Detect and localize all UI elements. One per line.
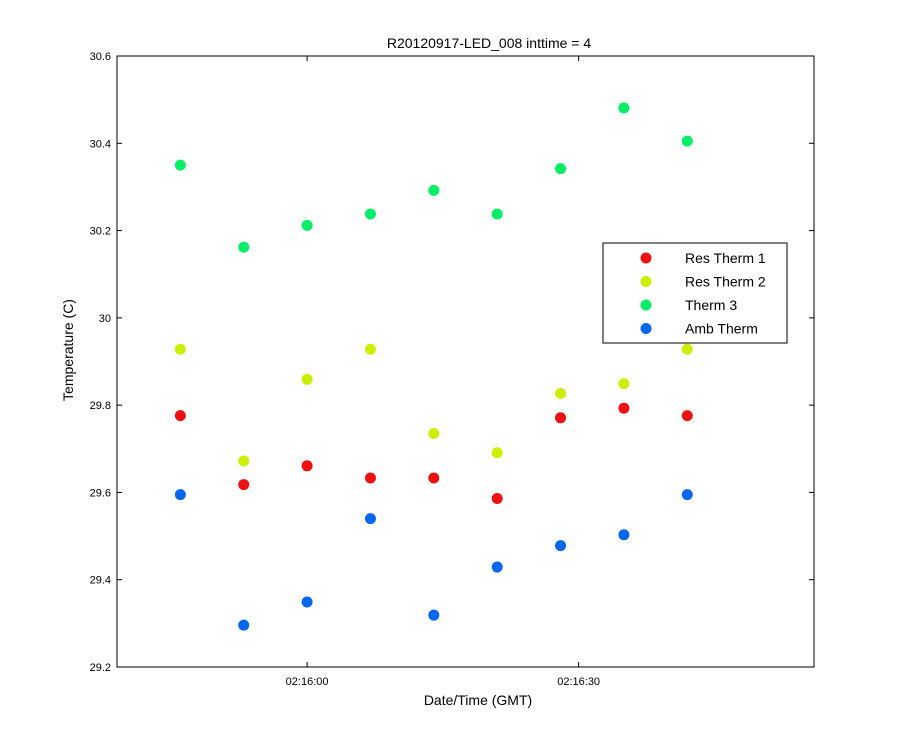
point-res-therm-1 — [364, 472, 376, 484]
y-tick-label: 30.6 — [90, 51, 111, 63]
point-amb-therm — [681, 489, 693, 501]
point-res-therm-1 — [174, 410, 186, 422]
point-res-therm-1 — [301, 460, 313, 472]
y-tick-label: 30.2 — [90, 226, 111, 238]
point-amb-therm — [555, 540, 567, 552]
legend-box — [602, 242, 788, 344]
x-axis-label: Date/Time (GMT) — [424, 692, 532, 708]
point-res-therm-2 — [428, 428, 440, 440]
point-res-therm-1 — [555, 412, 567, 424]
point-therm-3 — [681, 135, 693, 147]
point-res-therm-1 — [238, 479, 250, 491]
point-therm-3 — [618, 102, 630, 114]
point-amb-therm — [491, 561, 503, 573]
y-axis: 29.2 29.4 29.6 29.8 30 30.2 30.4 30.6 — [90, 51, 814, 674]
point-therm-3 — [364, 208, 376, 220]
point-res-therm-1 — [681, 410, 693, 422]
data-points — [174, 102, 693, 631]
legend-marker-amb-therm — [640, 323, 652, 334]
point-res-therm-2 — [364, 343, 376, 355]
y-axis-label: Temperature (C) — [60, 299, 76, 401]
point-res-therm-1 — [491, 493, 503, 505]
point-res-therm-2 — [238, 455, 250, 467]
point-res-therm-2 — [174, 343, 186, 355]
point-amb-therm — [364, 513, 376, 525]
point-amb-therm — [174, 489, 186, 501]
point-res-therm-2 — [491, 447, 503, 459]
point-res-therm-2 — [301, 373, 313, 385]
y-tick-label: 29.6 — [90, 487, 111, 499]
x-tick-label: 02:16:00 — [286, 676, 329, 688]
legend-marker-therm-3 — [640, 299, 652, 311]
point-res-therm-1 — [428, 472, 440, 484]
point-therm-3 — [428, 184, 440, 196]
point-res-therm-2 — [555, 387, 567, 399]
plot-area — [116, 55, 815, 668]
point-amb-therm — [428, 609, 440, 621]
legend-marker-res-therm-1 — [640, 252, 652, 264]
legend-label-amb-therm: Amb Therm — [685, 321, 758, 337]
y-tick-label: 30.4 — [90, 138, 111, 150]
point-res-therm-2 — [618, 378, 630, 390]
point-amb-therm — [238, 619, 250, 631]
legend-label-res-therm-2: Res Therm 2 — [685, 274, 766, 290]
point-therm-3 — [174, 159, 186, 171]
y-tick-label: 29.4 — [90, 575, 111, 587]
point-therm-3 — [555, 163, 567, 175]
point-therm-3 — [491, 208, 503, 220]
y-tick-label: 29.2 — [90, 662, 111, 674]
x-axis: 02:16:00 02:16:30 — [286, 56, 600, 688]
x-tick-label: 02:16:30 — [557, 676, 600, 688]
chart-title: R20120917-LED_008 inttime = 4 — [387, 35, 592, 51]
point-res-therm-1 — [618, 402, 630, 414]
point-res-therm-2 — [681, 343, 693, 355]
legend-marker-res-therm-2 — [640, 276, 652, 287]
y-tick-label: 29.8 — [90, 400, 111, 412]
point-therm-3 — [301, 219, 313, 231]
point-therm-3 — [238, 241, 250, 253]
legend: Res Therm 1 Res Therm 2 Therm 3 Amb Therm — [602, 242, 788, 344]
point-amb-therm — [301, 596, 313, 608]
legend-label-res-therm-1: Res Therm 1 — [685, 250, 766, 266]
legend-label-therm-3: Therm 3 — [685, 297, 737, 313]
point-amb-therm — [618, 529, 630, 541]
y-tick-label: 30 — [99, 313, 111, 325]
